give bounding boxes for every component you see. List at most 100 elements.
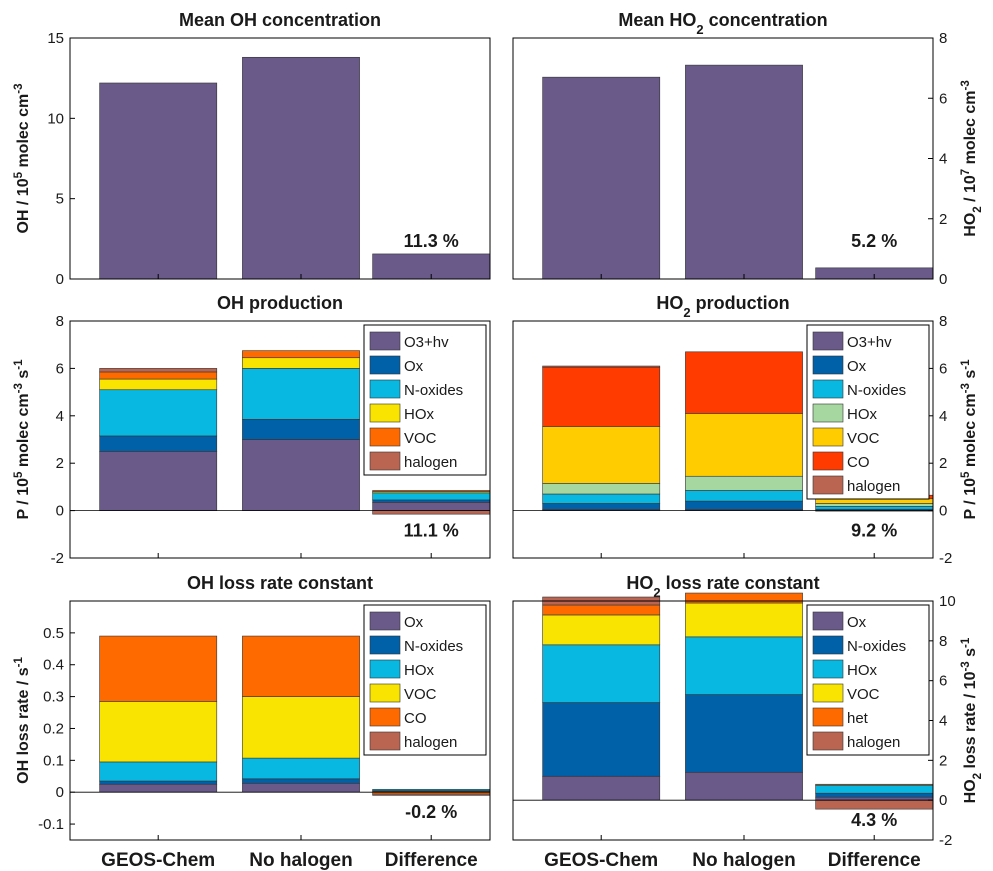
legend-label-n-oxides: N-oxides <box>404 382 463 399</box>
bar-geos-chem-voc <box>542 426 661 484</box>
legend-swatch-ox <box>369 355 401 375</box>
bar-difference-halogen <box>815 799 934 810</box>
legend: Ox N-oxides HOx VOC het halogen <box>806 604 930 756</box>
legend-swatch-voc <box>812 683 844 703</box>
bar-no-halogen-co <box>685 351 803 414</box>
legend-label-hox: HOx <box>847 662 878 679</box>
legend-label-co: CO <box>404 710 427 727</box>
legend-swatch-voc <box>812 427 844 447</box>
difference-percent-label: 5.2 % <box>851 231 897 251</box>
difference-percent-label: 9.2 % <box>851 521 897 541</box>
legend-label-n-oxides: N-oxides <box>404 638 463 655</box>
panel-mean-oh-concentration: Mean OH concentration 0 5 10 15 OH / 105 mole… <box>13 10 491 288</box>
category-label-no-halogen: No halogen <box>249 850 352 871</box>
category-label-difference: Difference <box>828 850 921 871</box>
bar-difference-het <box>815 783 934 786</box>
bar-no-halogen-voc <box>685 602 803 638</box>
y-tick-label: 15 <box>47 30 64 47</box>
panel-ho2-loss-rate-constant: HO2 loss rate constant -2 0 2 4 6 8 10 HO2 loss … <box>512 573 984 849</box>
bar-no-halogen-ox <box>685 771 803 801</box>
bar-geos-chem-n-oxides <box>99 780 218 785</box>
bar-geos-chem-ox <box>99 783 218 793</box>
legend-label-halogen: halogen <box>847 478 900 495</box>
bar-difference-hox <box>815 784 934 794</box>
y-axis-label: P / 105 molec cm-3 s-1 <box>960 359 979 520</box>
legend-label-ox: Ox <box>847 358 867 375</box>
legend: Ox N-oxides HOx VOC CO halogen <box>363 604 487 756</box>
legend-swatch-hox <box>812 659 844 679</box>
bar-no-halogen-voc <box>242 350 360 359</box>
bar-no-halogen-hox <box>685 475 803 491</box>
bar-no-halogen-ox <box>242 419 360 440</box>
legend-swatch-halogen <box>369 451 401 471</box>
bar-no-halogen-voc <box>242 696 360 759</box>
legend-swatch-ox <box>369 611 401 631</box>
y-axis-label: P / 105 molec cm-3 s-1 <box>13 359 32 520</box>
y-tick-label: 10 <box>939 593 956 610</box>
bar-geos-chem-n-oxides <box>542 702 661 777</box>
legend-label-voc: VOC <box>404 430 437 447</box>
bar-geos-chem <box>99 82 218 280</box>
y-tick-label: -0.1 <box>38 816 64 833</box>
legend-label-hox: HOx <box>404 662 435 679</box>
legend-label-o3-hv: O3+hv <box>404 334 449 351</box>
legend-label-halogen: halogen <box>847 734 900 751</box>
legend-label-hox: HOx <box>847 406 878 423</box>
legend-label-n-oxides: N-oxides <box>847 382 906 399</box>
legend-swatch-halogen <box>369 731 401 751</box>
bar-no-halogen-het <box>685 592 803 604</box>
legend-label-ox: Ox <box>404 614 424 631</box>
legend-swatch-halogen <box>812 475 844 495</box>
panel-title: Mean OH concentration <box>179 10 381 30</box>
y-tick-label: 0.2 <box>43 720 64 737</box>
y-tick-label: 0.4 <box>43 657 64 674</box>
y-tick-label: 0 <box>939 792 947 809</box>
legend: O3+hv Ox N-oxides HOx VOC halogen <box>363 324 487 476</box>
bar-geos-chem-n-oxides <box>542 493 661 504</box>
legend-swatch-voc <box>369 683 401 703</box>
bar-no-halogen-hox <box>242 357 360 369</box>
legend-swatch-co <box>812 451 844 471</box>
y-tick-label: 5 <box>56 191 64 208</box>
bar-difference-hox <box>815 503 934 507</box>
bar-geos-chem-hox <box>542 644 661 703</box>
bar-no-halogen-n-oxides <box>685 490 803 502</box>
bar-no-halogen-ox <box>685 500 803 510</box>
bar-difference-ox <box>815 796 934 801</box>
bar-no-halogen <box>242 56 360 280</box>
difference-percent-label: 4.3 % <box>851 810 897 830</box>
y-tick-label: 2 <box>939 455 947 472</box>
legend-label-het: het <box>847 710 869 727</box>
bar-difference-voc <box>372 490 491 492</box>
y-tick-label: 6 <box>56 360 64 377</box>
panel-title: HO2 production <box>656 293 789 320</box>
panel-ho2-production: HO2 production -2 0 2 4 6 8 P / 105 molec cm-3 … <box>512 293 979 567</box>
bar-difference-halogen <box>372 793 491 796</box>
y-tick-label: 6 <box>939 360 947 377</box>
y-tick-label: 0 <box>56 503 64 520</box>
legend-swatch-o3-hv <box>369 331 401 351</box>
bar-geos-chem-co <box>99 635 218 702</box>
bar-no-halogen-n-oxides <box>242 778 360 784</box>
bar-no-halogen-ox <box>242 782 360 793</box>
y-axis-label: HO2 loss rate / 10-3 s-1 <box>960 637 984 803</box>
y-tick-label: 10 <box>47 110 64 127</box>
y-tick-label: 8 <box>939 633 947 650</box>
legend-swatch-hox <box>812 403 844 423</box>
legend-swatch-co <box>369 707 401 727</box>
legend-label-halogen: halogen <box>404 454 457 471</box>
y-tick-label: 4 <box>56 408 64 425</box>
y-tick-label: 2 <box>939 211 947 228</box>
bar-geos-chem-co <box>542 366 661 427</box>
axes-box <box>69 320 491 559</box>
panel-title: HO2 loss rate constant <box>626 573 819 600</box>
legend-swatch-n-oxides <box>812 635 844 655</box>
bar-difference-n-oxides <box>815 792 934 798</box>
panel-oh-production: OH production -2 0 2 4 6 8 P / 105 molec cm-3 s… <box>13 293 491 567</box>
legend-swatch-n-oxides <box>812 379 844 399</box>
bar-geos-chem-hox <box>542 483 661 495</box>
y-tick-label: 8 <box>939 313 947 330</box>
legend-swatch-het <box>812 707 844 727</box>
legend-label-voc: VOC <box>404 686 437 703</box>
bar-difference-n-oxides <box>815 506 934 510</box>
